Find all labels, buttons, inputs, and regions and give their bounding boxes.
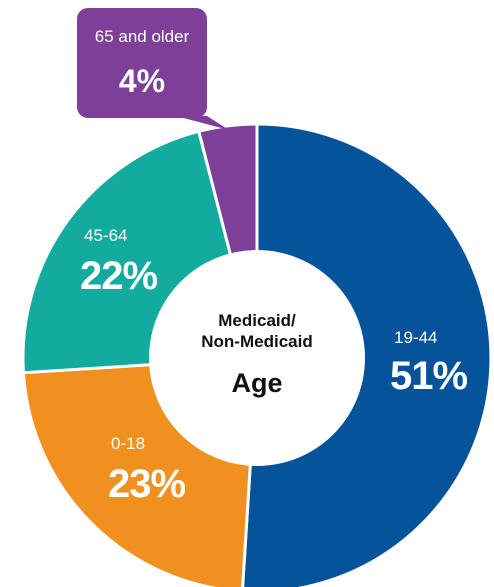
slice-label-45-64: 45-64 xyxy=(84,226,127,245)
center-label-line-1: Medicaid/ xyxy=(218,311,296,330)
slice-19-44 xyxy=(241,122,493,587)
slice-label-19-44: 19-44 xyxy=(394,328,437,347)
slice-value-65-and-older: 4% xyxy=(119,63,165,99)
center-label-line-2: Non-Medicaid xyxy=(201,332,312,351)
slice-label-0-18: 0-18 xyxy=(111,434,145,453)
callout-65-and-older: 65 and older 4% xyxy=(77,8,229,130)
slice-label-65-and-older: 65 and older xyxy=(95,27,190,46)
slice-value-19-44: 51% xyxy=(390,354,467,398)
callout-pointer xyxy=(176,116,229,130)
callout-box xyxy=(77,8,207,118)
donut-hole xyxy=(149,250,365,466)
slice-value-45-64: 22% xyxy=(80,254,157,298)
slice-value-0-18: 23% xyxy=(108,462,185,506)
center-title: Age xyxy=(231,368,282,398)
